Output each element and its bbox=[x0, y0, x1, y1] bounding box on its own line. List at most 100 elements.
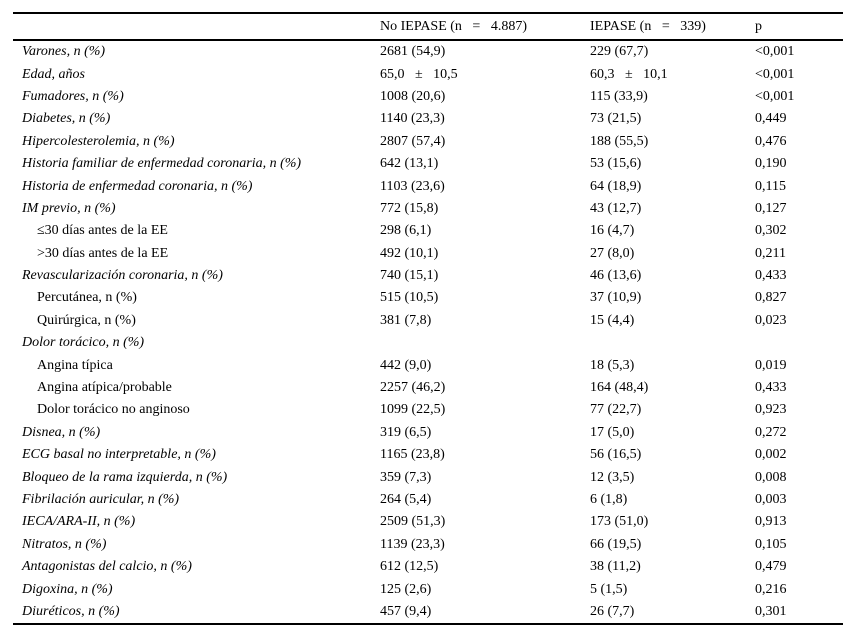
value-iepase: 56 (16,5) bbox=[590, 448, 642, 463]
value-iepase: 229 (67,7) bbox=[590, 45, 649, 60]
row-label: Antagonistas del calcio, n (%) bbox=[22, 560, 192, 575]
row-label: Fibrilación auricular, n (%) bbox=[22, 493, 180, 507]
table-row: IM previo, n (%) 772 (15,8) 43 (12,7) 0,127 bbox=[13, 198, 843, 220]
table-row: Diuréticos, n (%) 457 (9,4) 26 (7,7) 0,301 bbox=[13, 601, 843, 623]
baseline-characteristics-table: No IEPASE (n = 4.887) IEPASE (n = 339) p… bbox=[13, 12, 843, 626]
table-row: ECG basal no interpretable, n (%) 1165 (2… bbox=[13, 444, 843, 466]
row-label: Fumadores, n (%) bbox=[22, 89, 124, 104]
column-header-no-iepase: No IEPASE (n = 4.887) bbox=[380, 19, 527, 34]
row-label: Diuréticos, n (%) bbox=[22, 604, 120, 619]
value-no-iepase: 2807 (57,4) bbox=[380, 134, 446, 149]
p-value: 0,302 bbox=[755, 224, 787, 239]
p-value: <0,001 bbox=[755, 67, 795, 82]
value-no-iepase: 442 (9,0) bbox=[380, 358, 432, 373]
value-no-iepase: 612 (12,5) bbox=[380, 560, 439, 575]
table-row: IECA/ARA-II, n (%) 2509 (51,3) 173 (51,0) 0… bbox=[13, 511, 843, 533]
value-iepase: 6 (1,8) bbox=[590, 493, 628, 507]
value-no-iepase: 359 (7,3) bbox=[380, 470, 432, 485]
value-no-iepase: 457 (9,4) bbox=[380, 604, 432, 619]
value-iepase: 53 (15,6) bbox=[590, 157, 642, 172]
p-value: 0,115 bbox=[755, 179, 786, 194]
value-no-iepase: 1103 (23,6) bbox=[380, 179, 445, 194]
value-no-iepase: 642 (13,1) bbox=[380, 157, 439, 172]
row-label: Dolor torácico, n (%) bbox=[22, 336, 145, 351]
table-row: Angina atípica/probable 2257 (46,2) 164 (4… bbox=[13, 377, 843, 399]
value-iepase: 64 (18,9) bbox=[590, 179, 642, 194]
value-no-iepase: 2257 (46,2) bbox=[380, 381, 446, 396]
row-label: ≤30 días antes de la EE bbox=[37, 224, 168, 239]
row-label: Bloqueo de la rama izquierda, n (%) bbox=[22, 470, 228, 485]
row-label: IECA/ARA-II, n (%) bbox=[22, 515, 136, 530]
row-label: >30 días antes de la EE bbox=[37, 246, 169, 261]
row-label: Varones, n (%) bbox=[22, 45, 106, 60]
table-row: Digoxina, n (%) 125 (2,6) 5 (1,5) 0,216 bbox=[13, 578, 843, 600]
value-iepase: 15 (4,4) bbox=[590, 313, 635, 328]
value-no-iepase: 125 (2,6) bbox=[380, 582, 432, 597]
value-no-iepase: 2509 (51,3) bbox=[380, 515, 446, 530]
value-iepase: 16 (4,7) bbox=[590, 224, 635, 239]
value-no-iepase: 264 (5,4) bbox=[380, 493, 432, 507]
row-label: ECG basal no interpretable, n (%) bbox=[22, 448, 216, 463]
p-value: 0,002 bbox=[755, 448, 787, 463]
value-iepase: 46 (13,6) bbox=[590, 269, 642, 284]
value-no-iepase: 65,0 ± 10,5 bbox=[380, 67, 458, 82]
p-value: 0,190 bbox=[755, 157, 787, 172]
table-row: Revascularización coronaria, n (%) 740 (1… bbox=[13, 265, 843, 287]
value-no-iepase: 381 (7,8) bbox=[380, 313, 432, 328]
value-iepase: 12 (3,5) bbox=[590, 470, 635, 485]
value-iepase: 17 (5,0) bbox=[590, 425, 635, 440]
row-label: Quirúrgica, n (%) bbox=[37, 313, 136, 328]
value-iepase: 66 (19,5) bbox=[590, 537, 642, 552]
table-row: Edad, años 65,0 ± 10,5 60,3 ± 10,1 <0,001 bbox=[13, 63, 843, 85]
column-header-p: p bbox=[755, 19, 762, 34]
table-row: Historia familiar de enfermedad coronari… bbox=[13, 153, 843, 175]
table-body: Varones, n (%) 2681 (54,9) 229 (67,7) <0,00… bbox=[13, 41, 843, 623]
p-value: 0,433 bbox=[755, 381, 787, 396]
value-iepase: 60,3 ± 10,1 bbox=[590, 67, 668, 82]
table-row: Angina típica 442 (9,0) 18 (5,3) 0,019 bbox=[13, 354, 843, 376]
value-no-iepase: 1099 (22,5) bbox=[380, 403, 446, 418]
value-iepase: 26 (7,7) bbox=[590, 604, 635, 619]
p-value: 0,433 bbox=[755, 269, 787, 284]
row-label: Angina típica bbox=[37, 358, 113, 373]
table-row: ≤30 días antes de la EE 298 (6,1) 16 (4,7)… bbox=[13, 220, 843, 242]
row-label: Nitratos, n (%) bbox=[22, 537, 107, 552]
value-iepase: 43 (12,7) bbox=[590, 201, 642, 216]
value-no-iepase: 1008 (20,6) bbox=[380, 89, 446, 104]
row-label: Percutánea, n (%) bbox=[37, 291, 137, 306]
table-row: Bloqueo de la rama izquierda, n (%) 359 (… bbox=[13, 466, 843, 488]
row-label: Hipercolesterolemia, n (%) bbox=[22, 134, 175, 149]
p-value: 0,211 bbox=[755, 246, 786, 261]
value-iepase: 77 (22,7) bbox=[590, 403, 642, 418]
row-label: Diabetes, n (%) bbox=[22, 112, 111, 127]
p-value: 0,827 bbox=[755, 291, 787, 306]
table-row: Dolor torácico, n (%) bbox=[13, 332, 843, 354]
p-value: <0,001 bbox=[755, 45, 795, 60]
table-row: Fibrilación auricular, n (%) 264 (5,4) 6 (… bbox=[13, 489, 843, 511]
row-label: Historia de enfermedad coronaria, n (%) bbox=[22, 179, 253, 194]
value-no-iepase: 1139 (23,3) bbox=[380, 537, 445, 552]
table-row: Quirúrgica, n (%) 381 (7,8) 15 (4,4) 0,023 bbox=[13, 310, 843, 332]
value-iepase: 115 (33,9) bbox=[590, 89, 648, 104]
row-label: Edad, años bbox=[22, 67, 85, 82]
p-value: 0,003 bbox=[755, 493, 787, 507]
p-value: 0,913 bbox=[755, 515, 787, 530]
value-iepase: 27 (8,0) bbox=[590, 246, 635, 261]
row-label: IM previo, n (%) bbox=[22, 201, 116, 216]
p-value: 0,008 bbox=[755, 470, 787, 485]
value-iepase: 73 (21,5) bbox=[590, 112, 642, 127]
row-label: Historia familiar de enfermedad coronari… bbox=[22, 157, 302, 172]
p-value: 0,019 bbox=[755, 358, 787, 373]
table-row: Diabetes, n (%) 1140 (23,3) 73 (21,5) 0,449 bbox=[13, 108, 843, 130]
value-iepase: 18 (5,3) bbox=[590, 358, 635, 373]
value-no-iepase: 319 (6,5) bbox=[380, 425, 432, 440]
table-row: Percutánea, n (%) 515 (10,5) 37 (10,9) 0,82… bbox=[13, 287, 843, 309]
table-row: Disnea, n (%) 319 (6,5) 17 (5,0) 0,272 bbox=[13, 422, 843, 444]
p-value: 0,127 bbox=[755, 201, 787, 216]
value-no-iepase: 772 (15,8) bbox=[380, 201, 439, 216]
p-value: 0,476 bbox=[755, 134, 787, 149]
value-iepase: 173 (51,0) bbox=[590, 515, 649, 530]
value-iepase: 188 (55,5) bbox=[590, 134, 649, 149]
table-row: Dolor torácico no anginoso 1099 (22,5) 77 … bbox=[13, 399, 843, 421]
